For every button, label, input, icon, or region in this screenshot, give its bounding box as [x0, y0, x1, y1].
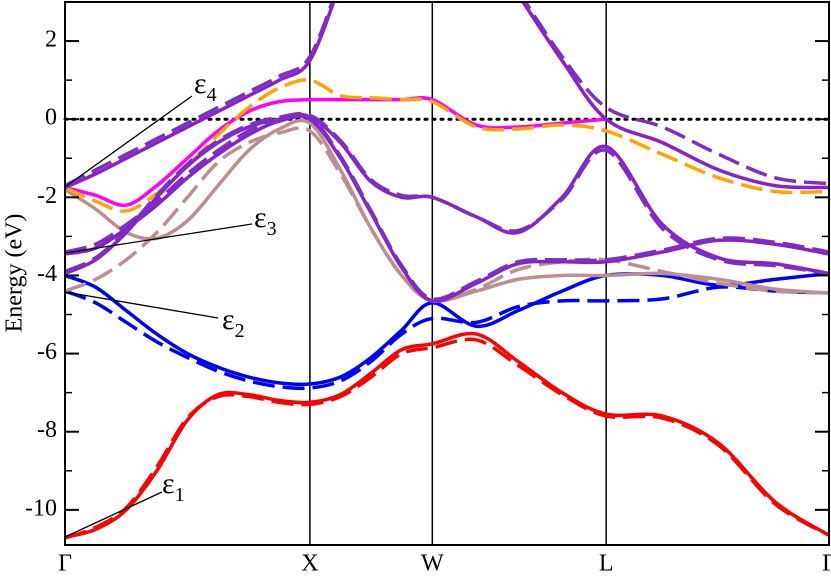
y-tick-label: -2 — [37, 183, 57, 209]
annotation-sub: 1 — [175, 484, 185, 506]
y-tick-label: -8 — [37, 417, 57, 443]
annotation: ε4 — [194, 67, 217, 106]
band-line — [65, 78, 829, 213]
x-tick-label: Γ — [822, 551, 831, 577]
annotation: ε3 — [254, 201, 277, 240]
annotation: ε2 — [222, 303, 245, 342]
annotation-base: ε — [162, 467, 175, 500]
y-axis-label: Energy (eV) — [2, 214, 28, 333]
annotation-base: ε — [254, 201, 267, 234]
annotation-sub: 4 — [207, 84, 217, 106]
y-tick-label: -10 — [25, 495, 57, 521]
band-line — [65, 96, 607, 208]
y-tick-label: -6 — [37, 339, 57, 365]
y-tick-label: 0 — [45, 105, 57, 131]
band-line — [65, 111, 829, 276]
band-line — [65, 337, 829, 540]
annotation: ε1 — [162, 467, 185, 506]
band-line — [65, 2, 829, 188]
annotation-base: ε — [194, 67, 207, 100]
grid — [63, 2, 831, 545]
annotation-base: ε — [222, 303, 235, 336]
annotation-pointer — [64, 491, 163, 538]
x-tick-label: L — [599, 551, 614, 577]
band-line — [65, 113, 829, 276]
axes: -10 -8 -6 -4 -2 0 2 Γ X W L Γ — [25, 27, 831, 577]
plot-frame — [64, 1, 830, 546]
band-line — [65, 285, 829, 391]
annotations: ε4 ε3 ε2 ε1 — [64, 67, 277, 538]
bands — [65, 2, 829, 540]
y-tick-label: 2 — [45, 27, 57, 53]
band-line — [65, 2, 829, 190]
x-tick-label: X — [301, 551, 318, 577]
x-tick-label: Γ — [58, 551, 72, 577]
band-line — [65, 112, 829, 301]
x-tick-label: W — [421, 551, 444, 577]
annotation-pointer — [64, 291, 219, 319]
band-line — [65, 271, 829, 387]
annotation-pointer — [64, 223, 253, 254]
annotation-sub: 2 — [235, 320, 245, 342]
annotation-pointer — [64, 95, 193, 188]
band-line — [65, 126, 829, 303]
y-tick-label: -4 — [37, 261, 57, 287]
annotation-sub: 3 — [267, 218, 277, 240]
band-line — [65, 118, 829, 304]
band-line — [65, 331, 829, 539]
band-line — [65, 114, 829, 303]
